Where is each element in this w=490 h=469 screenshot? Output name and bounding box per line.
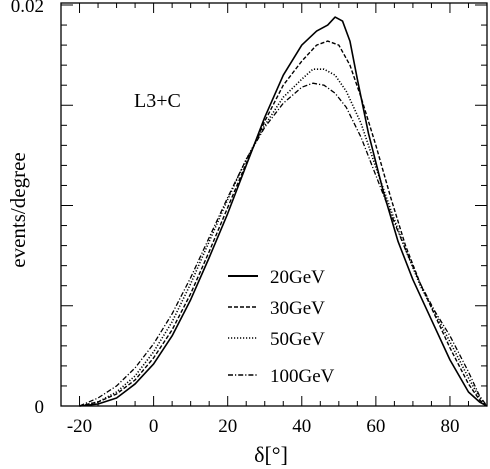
x-tick-label: 40	[292, 416, 311, 437]
x-tick-label: 0	[149, 416, 159, 437]
x-tick-label: 20	[218, 416, 237, 437]
x-tick-label: 80	[440, 416, 459, 437]
x-tick-label: -20	[67, 416, 92, 437]
x-axis-label: δ[°]	[254, 442, 288, 467]
legend-label-30gev: 30GeV	[270, 298, 325, 319]
x-tick-label: 60	[366, 416, 385, 437]
legend-label-50gev: 50GeV	[270, 329, 325, 350]
y-tick-label: 0	[35, 397, 45, 418]
series-line-100gev	[79, 82, 488, 407]
plot-frame	[60, 2, 488, 407]
legend: 20GeV 30GeV 50GeV 100GeV	[228, 267, 335, 387]
series-line-20gev	[79, 16, 488, 407]
chart-annotation: L3+C	[134, 90, 181, 112]
series-line-30gev	[79, 40, 488, 407]
series-line-50gev	[79, 68, 488, 407]
legend-label-100gev: 100GeV	[270, 366, 335, 387]
legend-label-20gev: 20GeV	[270, 267, 325, 288]
axis-ticks: -20 0 20 40 60 80 0 0.02	[11, 0, 488, 437]
series-lines	[79, 16, 488, 407]
y-axis-label: events/degree	[6, 152, 30, 267]
y-tick-label: 0.02	[11, 0, 44, 17]
